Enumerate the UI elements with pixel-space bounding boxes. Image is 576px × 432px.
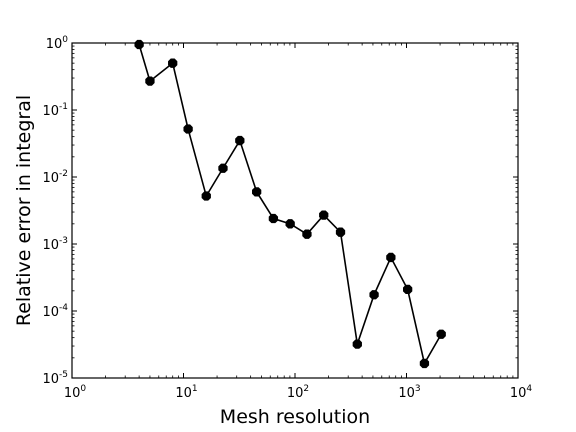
x-tick-label: 102 [287, 384, 309, 401]
y-tick-label: 10-1 [42, 102, 68, 119]
data-point [145, 76, 155, 86]
series-line [138, 44, 442, 366]
data-point [201, 191, 211, 201]
data-point [168, 58, 178, 68]
minor-ticks [72, 43, 518, 378]
x-tick-label: 103 [398, 384, 420, 401]
plot-frame [71, 42, 519, 379]
y-tick-label: 100 [46, 35, 69, 52]
data-point [268, 213, 279, 224]
data-point [335, 227, 346, 237]
data-point [183, 124, 193, 134]
x-tick-label: 104 [510, 384, 533, 401]
y-tick-label: 10-2 [42, 169, 68, 186]
data-point [403, 284, 413, 295]
major-ticks [71, 42, 519, 379]
x-axis-label: Mesh resolution [220, 406, 370, 428]
y-axis-label: Relative error in integral [13, 95, 35, 326]
data-point [386, 252, 396, 263]
data-point [252, 187, 262, 197]
data-point [419, 358, 430, 369]
data-point [369, 290, 379, 300]
data-markers [134, 39, 446, 369]
x-tick-label: 100 [64, 384, 87, 401]
y-tick-label: 10-3 [42, 236, 68, 253]
data-point [319, 210, 329, 220]
y-tick-label: 10-4 [42, 303, 68, 320]
x-tick-label: 101 [175, 384, 197, 401]
y-tick-label: 10-5 [42, 370, 68, 387]
data-point [235, 135, 245, 146]
data-point [302, 229, 312, 239]
data-point [285, 219, 295, 229]
data-point [134, 39, 144, 50]
data-point [218, 163, 228, 173]
data-point [436, 329, 446, 339]
tick-labels: 100 101 102 103 104 100 10-1 10-2 10-3 10-4 10-5 [42, 35, 532, 401]
data-point [352, 339, 362, 349]
